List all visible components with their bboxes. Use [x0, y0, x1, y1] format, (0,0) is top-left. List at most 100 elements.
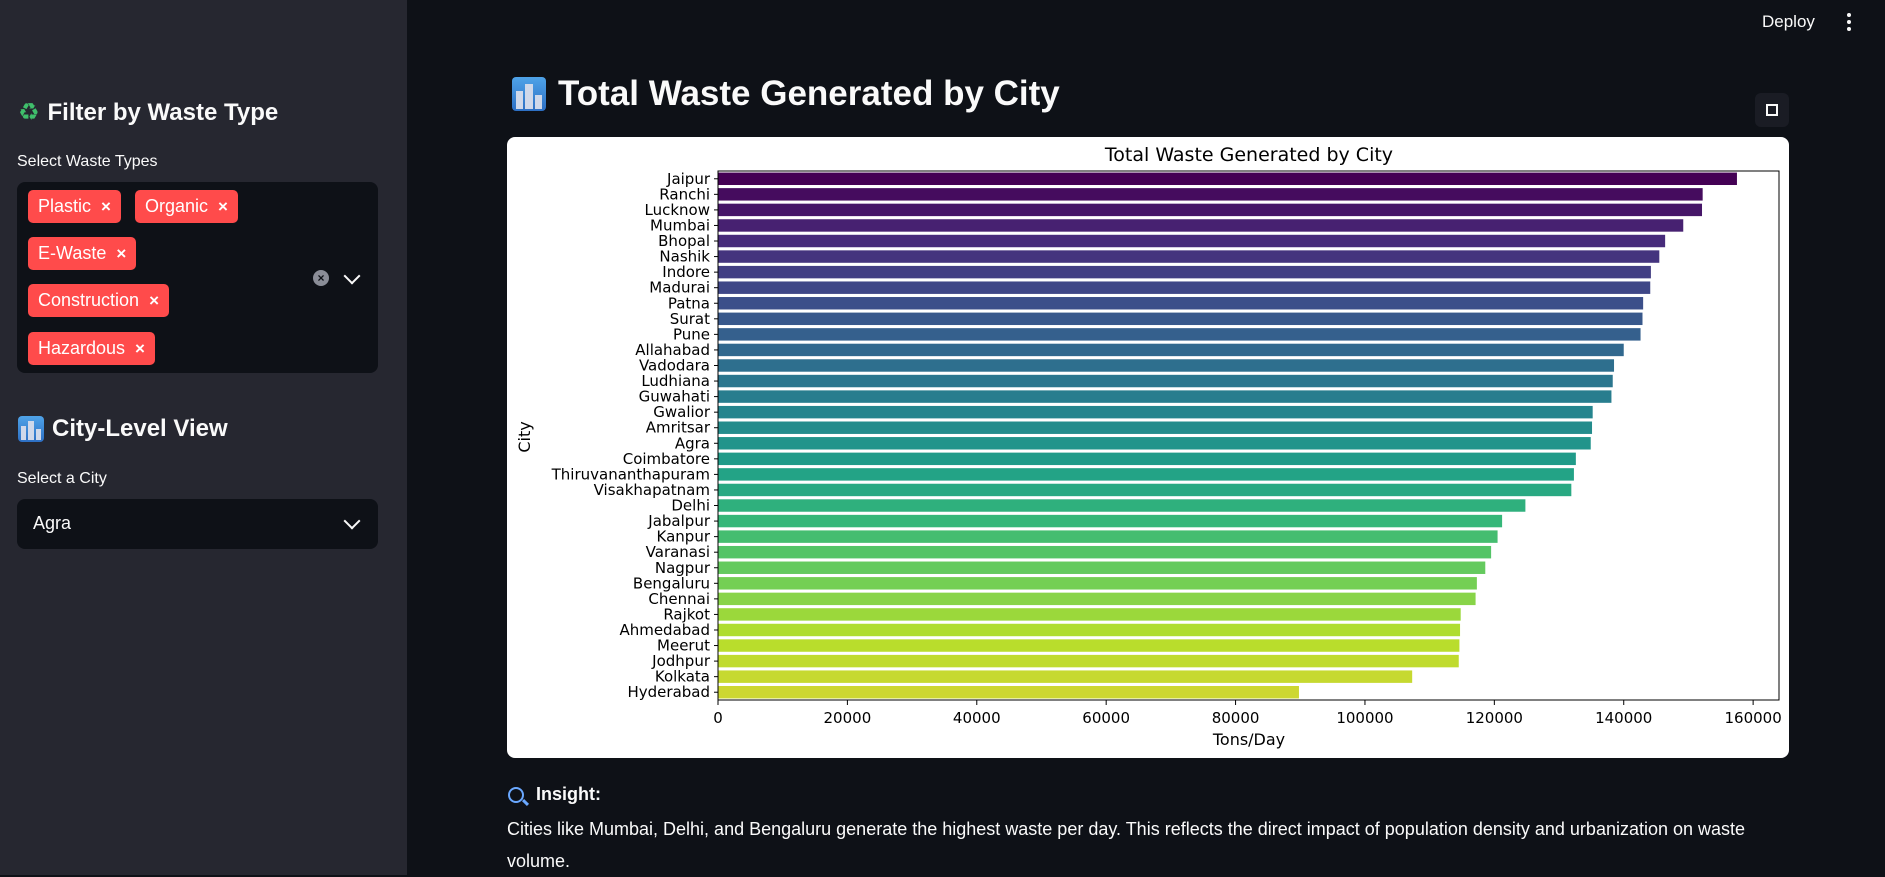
- bar-guwahati: [718, 390, 1612, 403]
- bar-thiruvananthapuram: [718, 468, 1574, 481]
- bar-kolkata: [718, 670, 1413, 683]
- insight-text: Cities like Mumbai, Delhi, and Bengaluru…: [507, 819, 1746, 871]
- y-tick-label: Vadodara: [639, 356, 710, 374]
- remove-tag-icon[interactable]: ×: [116, 243, 127, 263]
- fullscreen-button[interactable]: [1755, 93, 1789, 127]
- y-tick-label: Patna: [668, 294, 710, 312]
- y-tick-label: Guwahati: [639, 388, 710, 406]
- chevron-down-icon[interactable]: [343, 512, 361, 530]
- city-view-section-title: City-Level View: [18, 415, 228, 443]
- bar-jabalpur: [718, 514, 1503, 528]
- chart-card: Total Waste Generated by City Tons/Day C…: [507, 137, 1789, 758]
- bar-varanasi: [718, 545, 1492, 559]
- chart-x-axis-label: Tons/Day: [1212, 730, 1285, 749]
- bar-surat: [718, 312, 1643, 326]
- chart-title: Total Waste Generated by City: [1104, 144, 1393, 166]
- bar-agra: [718, 437, 1591, 450]
- bar-allahabad: [718, 343, 1624, 357]
- deploy-button[interactable]: Deploy: [1762, 12, 1815, 31]
- bar-jaipur: [718, 172, 1737, 186]
- city-select-label: Select a City: [17, 470, 107, 487]
- sidebar: ♻ Filter by Waste Type Select Waste Type…: [0, 0, 407, 875]
- insight-heading: Insight:: [508, 784, 601, 805]
- tag-construction[interactable]: Construction ×: [28, 284, 169, 317]
- tag-hazardous[interactable]: Hazardous ×: [28, 332, 155, 365]
- y-tick-label: Ahmedabad: [619, 621, 710, 639]
- city-select[interactable]: Agra: [17, 499, 378, 549]
- y-tick-label: Surat: [670, 310, 710, 328]
- x-tick-label: 100000: [1336, 709, 1393, 727]
- tag-e-waste[interactable]: E-Waste ×: [28, 237, 137, 270]
- bar-bengaluru: [718, 577, 1477, 590]
- bar-coimbatore: [718, 452, 1576, 466]
- insight-title-text: Insight:: [536, 784, 601, 804]
- city-view-title-text: City-Level View: [52, 415, 228, 442]
- y-tick-label: Kolkata: [655, 668, 710, 686]
- magnifier-icon: [508, 786, 524, 803]
- bar-delhi: [718, 499, 1526, 512]
- bar-indore: [718, 265, 1651, 279]
- y-tick-label: Jaipur: [666, 170, 711, 188]
- tag-label: Plastic: [38, 196, 92, 216]
- y-tick-label: Mumbai: [650, 216, 710, 234]
- bar-amritsar: [718, 421, 1593, 434]
- chart-y-axis-label: City: [515, 421, 534, 452]
- y-tick-label: Meerut: [657, 637, 710, 655]
- bar-pune: [718, 328, 1641, 341]
- bar-hyderabad: [718, 685, 1299, 699]
- x-tick-label: 140000: [1595, 709, 1652, 727]
- bar-ranchi: [718, 188, 1703, 201]
- y-tick-label: Nagpur: [655, 559, 711, 577]
- filter-title-text: Filter by Waste Type: [47, 98, 279, 126]
- x-tick-label: 0: [713, 709, 723, 727]
- bar-patna: [718, 297, 1644, 310]
- y-tick-label: Visakhapatnam: [594, 481, 710, 499]
- y-tick-label: Ranchi: [659, 185, 710, 203]
- chevron-down-icon[interactable]: [343, 267, 361, 285]
- bar-ahmedabad: [718, 623, 1461, 637]
- y-tick-label: Kanpur: [657, 528, 711, 546]
- y-tick-label: Thiruvananthapuram: [551, 465, 710, 483]
- y-tick-label: Bengaluru: [633, 574, 710, 592]
- tag-organic[interactable]: Organic ×: [135, 190, 238, 223]
- cityscape-icon: [512, 77, 546, 111]
- bar-meerut: [718, 639, 1460, 652]
- y-tick-label: Jabalpur: [647, 512, 711, 530]
- main-menu-icon[interactable]: [1847, 13, 1851, 34]
- y-tick-label: Madurai: [649, 279, 710, 297]
- y-tick-label: Pune: [673, 325, 710, 343]
- bar-jodhpur: [718, 654, 1459, 668]
- remove-tag-icon[interactable]: ×: [135, 338, 145, 358]
- bar-madurai: [718, 281, 1651, 294]
- bar-gwalior: [718, 405, 1593, 419]
- tag-label: Organic: [145, 196, 209, 216]
- bar-rajkot: [718, 608, 1461, 621]
- chart-frame: [717, 170, 1780, 701]
- remove-tag-icon[interactable]: ×: [101, 196, 111, 216]
- y-tick-label: Allahabad: [635, 341, 710, 359]
- x-tick-label: 80000: [1212, 709, 1260, 727]
- page-title: Total Waste Generated by City: [512, 74, 1060, 114]
- tag-label: Construction: [38, 290, 140, 310]
- y-tick-label: Rajkot: [663, 605, 710, 623]
- city-select-value: Agra: [33, 513, 72, 533]
- x-tick-label: 20000: [824, 709, 872, 727]
- y-tick-label: Indore: [662, 263, 710, 281]
- y-tick-label: Gwalior: [653, 403, 711, 421]
- y-tick-label: Agra: [675, 434, 710, 452]
- cityscape-icon: [18, 416, 44, 442]
- x-tick-label: 40000: [953, 709, 1001, 727]
- remove-tag-icon[interactable]: ×: [218, 196, 228, 216]
- waste-types-label: Select Waste Types: [17, 153, 158, 170]
- recycle-icon: ♻: [18, 99, 40, 126]
- bar-bhopal: [718, 234, 1666, 248]
- y-tick-label: Nashik: [659, 248, 710, 266]
- bar-mumbai: [718, 219, 1684, 232]
- bar-lucknow: [718, 203, 1703, 217]
- clear-all-icon[interactable]: ×: [313, 270, 329, 286]
- waste-types-multiselect[interactable]: Plastic × Organic × E-Waste × Constructi…: [17, 182, 378, 373]
- y-tick-label: Delhi: [671, 497, 710, 515]
- tag-label: E-Waste: [38, 243, 107, 263]
- remove-tag-icon[interactable]: ×: [149, 290, 159, 310]
- tag-plastic[interactable]: Plastic ×: [28, 190, 121, 223]
